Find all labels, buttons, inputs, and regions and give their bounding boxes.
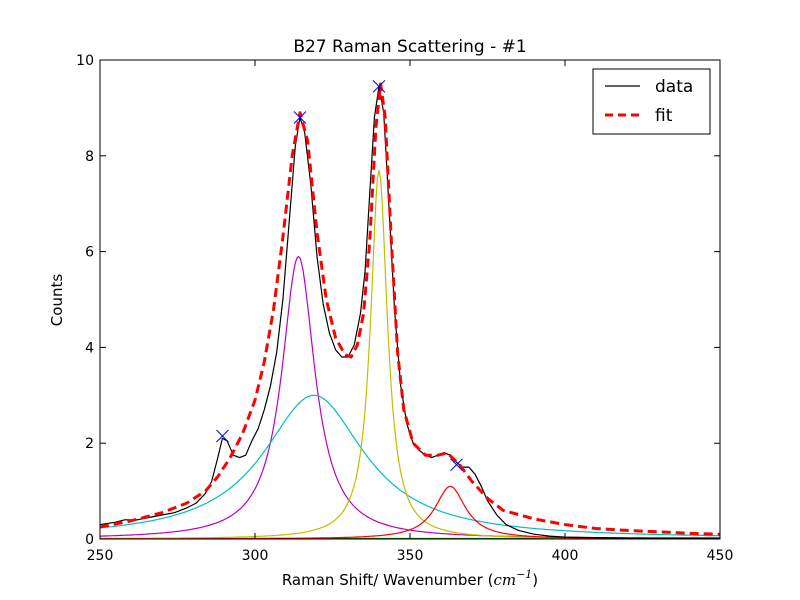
series-line-component-3 xyxy=(100,394,720,537)
y-tick-label: 4 xyxy=(85,340,94,356)
y-tick-label: 6 xyxy=(85,245,94,261)
ticks-layer: 250 300 350 400 450 0 2 4 6 8 10 xyxy=(76,53,733,564)
y-axis-title: Counts xyxy=(48,274,66,327)
series-line-component-4 xyxy=(100,169,720,539)
x-tick-label: 350 xyxy=(397,548,424,564)
plot-layer xyxy=(100,79,720,539)
x-axis-title-text: Raman Shift/ Wavenumber ( xyxy=(282,571,494,589)
x-axis-title: Raman Shift/ Wavenumber (cm−1) xyxy=(282,568,538,589)
x-tick-label: 250 xyxy=(87,548,114,564)
x-tick-label: 300 xyxy=(242,548,269,564)
peak-marker xyxy=(450,458,463,472)
x-axis-title-suffix: ) xyxy=(532,571,538,589)
peak-marker xyxy=(372,79,386,93)
x-tick-label: 400 xyxy=(552,548,579,564)
x-axis-unit-base: cm xyxy=(493,571,516,589)
y-tick-label: 0 xyxy=(85,532,94,548)
series-line-data xyxy=(100,85,720,539)
x-axis-unit-exp: −1 xyxy=(516,568,532,581)
series-group xyxy=(100,82,720,539)
y-tick-label: 10 xyxy=(76,53,94,69)
series-line-fit xyxy=(100,82,720,536)
y-tick-label: 2 xyxy=(85,436,94,452)
legend: data fit xyxy=(592,68,711,135)
peak-marker xyxy=(216,429,229,443)
legend-data-label: data xyxy=(655,77,693,97)
legend-box xyxy=(592,68,711,135)
legend-fit-label: fit xyxy=(655,106,673,126)
y-tick-label: 8 xyxy=(85,149,94,165)
chart-title: B27 Raman Scattering - #1 xyxy=(293,37,526,57)
x-tick-label: 450 xyxy=(707,548,734,564)
peak-marker xyxy=(293,111,307,124)
